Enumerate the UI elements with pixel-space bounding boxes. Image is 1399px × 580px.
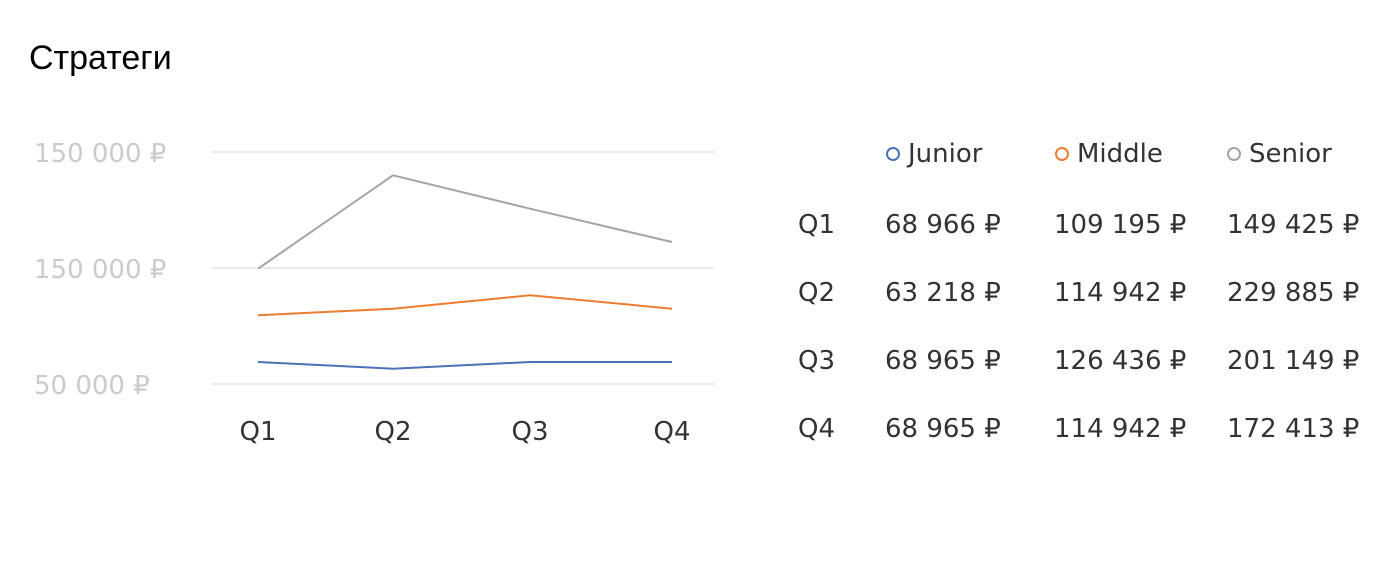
x-tick-label: Q1 bbox=[239, 417, 276, 447]
table-cell: 68 965 ₽ bbox=[885, 346, 1001, 376]
table-row-label: Q2 bbox=[798, 278, 836, 308]
line-chart: 150 000 ₽ 150 000 ₽ 50 000 ₽ Q1 Q2 Q3 Q4 bbox=[34, 139, 714, 447]
table-row-label: Q1 bbox=[798, 210, 836, 240]
table-cell: 63 218 ₽ bbox=[885, 278, 1001, 308]
table-cell: 68 966 ₽ bbox=[885, 210, 1001, 240]
table-cell: 114 942 ₽ bbox=[1054, 278, 1187, 308]
series-line-middle bbox=[257, 294, 673, 317]
table-cell: 114 942 ₽ bbox=[1054, 414, 1187, 444]
series-line-junior bbox=[257, 361, 672, 370]
table-cell: 68 965 ₽ bbox=[885, 414, 1001, 444]
table-cell: 172 413 ₽ bbox=[1227, 414, 1360, 444]
table-row-label: Q4 bbox=[798, 414, 836, 444]
legend-marker-icon bbox=[886, 147, 900, 161]
legend-marker-icon bbox=[1055, 147, 1069, 161]
table-cell: 126 436 ₽ bbox=[1054, 346, 1187, 376]
table-cell: 229 885 ₽ bbox=[1227, 278, 1360, 308]
y-tick-label: 150 000 ₽ bbox=[34, 255, 166, 285]
x-tick-label: Q2 bbox=[374, 417, 411, 447]
series-line-senior bbox=[257, 174, 673, 270]
x-tick-label: Q3 bbox=[511, 417, 548, 447]
legend-label: Senior bbox=[1249, 139, 1332, 169]
legend-item-middle: Middle bbox=[1055, 139, 1163, 169]
legend-item-senior: Senior bbox=[1227, 139, 1332, 169]
legend-label: Junior bbox=[908, 139, 983, 169]
y-tick-label: 50 000 ₽ bbox=[34, 371, 150, 401]
table-cell: 109 195 ₽ bbox=[1054, 210, 1187, 240]
legend-label: Middle bbox=[1077, 139, 1163, 169]
table-cell: 149 425 ₽ bbox=[1227, 210, 1360, 240]
legend-item-junior: Junior bbox=[886, 139, 982, 169]
legend-marker-icon bbox=[1227, 147, 1241, 161]
table-row-label: Q3 bbox=[798, 346, 836, 376]
table-cell: 201 149 ₽ bbox=[1227, 346, 1360, 376]
y-tick-label: 150 000 ₽ bbox=[34, 139, 166, 169]
page-title: Стратеги bbox=[29, 39, 172, 77]
x-tick-label: Q4 bbox=[653, 417, 690, 447]
